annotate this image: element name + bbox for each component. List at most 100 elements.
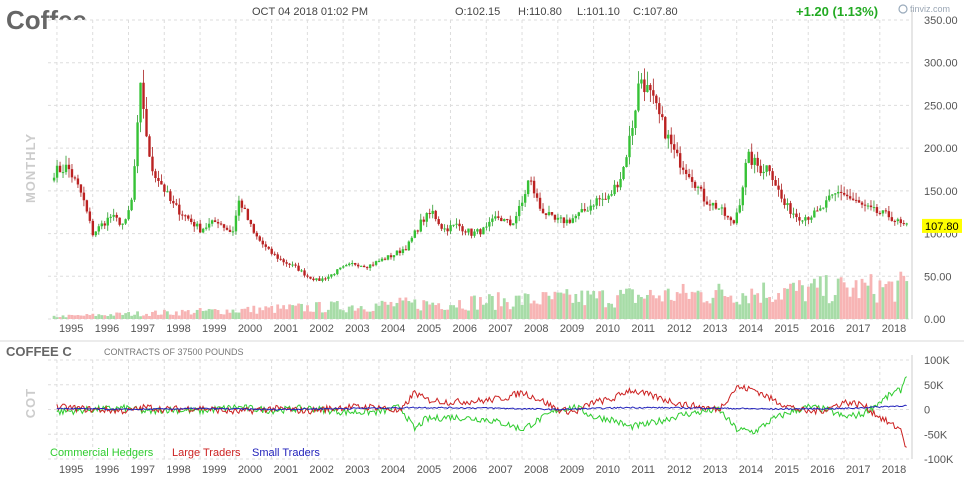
volume-bar <box>505 302 509 319</box>
candle-body <box>559 217 563 219</box>
volume-bar <box>580 290 584 319</box>
volume-bar <box>589 294 593 319</box>
cot-x-tick-label: 2004 <box>381 464 405 476</box>
candle-body <box>324 278 327 280</box>
volume-bar <box>660 301 664 319</box>
price-x-tick-label: 2014 <box>739 323 763 335</box>
candle-body <box>792 213 795 215</box>
volume-bar <box>786 288 789 319</box>
price-panel: 350.00300.00250.00200.00150.00100.0050.0… <box>23 10 962 335</box>
candle-body <box>899 219 902 224</box>
volume-bar <box>604 307 608 319</box>
candle-body <box>816 210 819 212</box>
volume-bar <box>699 292 703 319</box>
candle-body <box>622 167 625 180</box>
volume-bar <box>431 302 435 319</box>
volume-bar <box>368 311 372 319</box>
candle-body <box>485 226 488 228</box>
volume-bar <box>610 303 613 319</box>
candle-body <box>201 228 205 233</box>
candle-body <box>371 264 375 266</box>
candle-body <box>831 194 834 196</box>
candle-body <box>661 114 664 118</box>
volume-bar <box>777 293 780 319</box>
candle-body <box>261 240 264 245</box>
candle-body <box>452 224 455 226</box>
candle-body <box>571 218 575 223</box>
candle-body <box>163 184 166 192</box>
volume-bar <box>401 300 405 319</box>
volume-bar <box>598 291 602 319</box>
candle-body <box>88 211 92 221</box>
candle-body <box>762 171 765 174</box>
candle-body <box>529 180 533 182</box>
price-x-tick-label: 2011 <box>631 323 655 335</box>
volume-bar <box>651 295 655 319</box>
volume-bar <box>139 316 142 319</box>
volume-bar <box>857 298 861 319</box>
candle-body <box>765 165 768 172</box>
header-open: O:102.15 <box>455 6 500 18</box>
finviz-logo[interactable]: finviz.com <box>898 4 950 14</box>
candle-body <box>190 218 193 223</box>
candle-body <box>857 200 861 203</box>
candle-body <box>905 223 908 225</box>
candle-body <box>574 215 578 219</box>
candle-body <box>225 227 229 230</box>
volume-bar <box>374 303 378 319</box>
candle-body <box>673 144 676 150</box>
volume-bar <box>473 295 476 319</box>
volume-bar <box>133 314 136 319</box>
candle-body <box>640 79 643 84</box>
volume-bar <box>684 292 688 319</box>
volume-bar <box>845 287 849 319</box>
candle-body <box>300 270 303 272</box>
volume-bar <box>818 276 822 319</box>
candle-body <box>839 191 843 193</box>
candle-body <box>711 202 715 206</box>
volume-bar <box>481 304 485 319</box>
price-x-tick-label: 2016 <box>810 323 834 335</box>
volume-bar <box>702 302 706 319</box>
cot-x-tick-label: 2003 <box>345 464 369 476</box>
volume-bar <box>625 288 628 319</box>
candle-body <box>258 236 261 241</box>
volume-bar <box>186 310 190 319</box>
volume-bar <box>309 311 312 319</box>
candle-body <box>601 198 604 200</box>
candle-body <box>836 191 840 194</box>
candle-body <box>810 217 813 220</box>
volume-bar <box>490 296 494 319</box>
header-low: L:101.10 <box>577 6 620 18</box>
candle-body <box>875 207 879 213</box>
cot-y-tick-label: -100K <box>924 454 954 466</box>
candle-body <box>544 213 548 215</box>
candle-body <box>172 200 175 204</box>
candle-body <box>771 171 774 181</box>
candle-body <box>595 198 598 206</box>
cot-x-tick-label: 2007 <box>488 464 512 476</box>
candle-body <box>455 223 458 225</box>
price-x-tick-label: 2012 <box>667 323 691 335</box>
volume-bar <box>881 287 885 319</box>
candle-body <box>616 184 619 188</box>
volume-bar <box>487 294 491 319</box>
volume-bar <box>711 297 715 319</box>
candle-body <box>157 177 160 181</box>
volume-bar <box>520 304 524 319</box>
volume-bar <box>288 304 292 319</box>
volume-bar <box>130 315 133 319</box>
candle-body <box>556 217 560 220</box>
candle-body <box>813 210 816 218</box>
volume-bar <box>350 305 354 319</box>
volume-bar <box>574 293 578 319</box>
volume-bar <box>446 309 450 319</box>
price-y-tick-label: 250.00 <box>924 100 958 112</box>
candle-body <box>362 265 366 268</box>
volume-bar <box>869 274 873 319</box>
candle-body <box>267 246 270 249</box>
volume-bar <box>64 317 68 319</box>
candle-body <box>872 207 876 209</box>
candle-body <box>82 192 86 201</box>
volume-bar <box>258 307 262 319</box>
